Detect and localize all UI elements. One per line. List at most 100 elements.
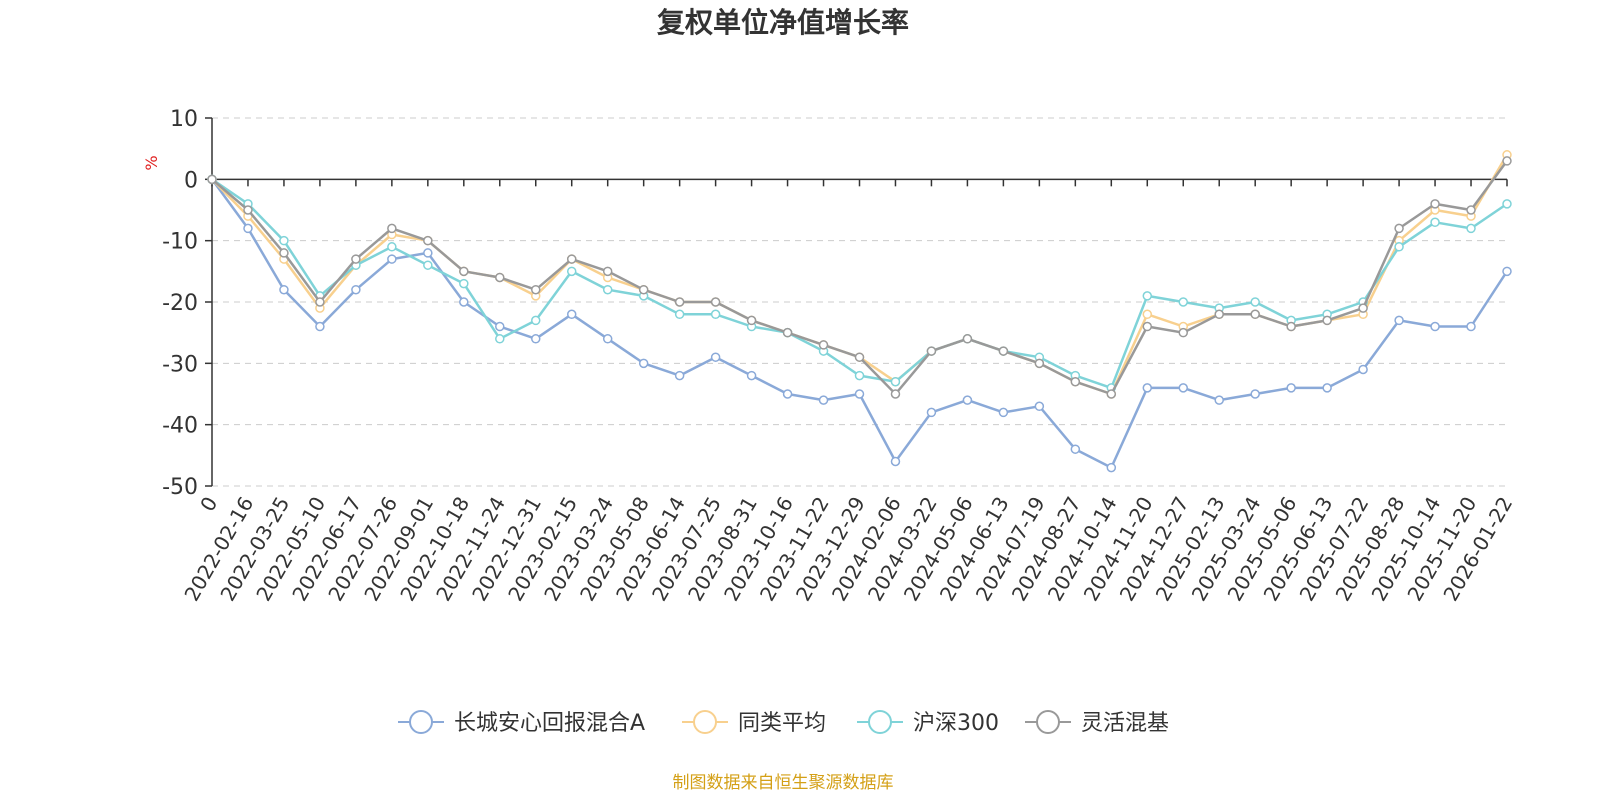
data-point [1034, 358, 1045, 369]
data-point [674, 370, 685, 381]
legend-item-3[interactable]: 灵活混基 [1025, 710, 1169, 736]
legend-label: 同类平均 [738, 711, 826, 736]
data-point [387, 254, 397, 264]
data-point [1070, 376, 1081, 387]
data-point [710, 352, 721, 362]
data-point [566, 266, 577, 277]
data-point [1214, 395, 1224, 405]
data-point [854, 370, 865, 381]
data-point [1502, 266, 1512, 277]
data-point [279, 248, 289, 258]
data-point [566, 254, 577, 264]
data-point [387, 223, 397, 234]
data-point [1214, 309, 1224, 320]
y-tick-label: -40 [162, 414, 198, 439]
data-point [638, 358, 649, 369]
data-point [1466, 321, 1476, 332]
legend-marker [409, 710, 433, 734]
data-point [1358, 364, 1368, 375]
data-point [1430, 217, 1440, 228]
legend-item-1[interactable]: 同类平均 [682, 710, 826, 736]
data-point [1358, 303, 1368, 313]
data-point [746, 315, 757, 326]
data-point [459, 278, 469, 289]
data-point [926, 346, 937, 356]
data-point [962, 334, 973, 344]
y-tick-label: -20 [162, 291, 198, 316]
data-point [782, 389, 793, 399]
data-point [1178, 327, 1188, 338]
data-point [962, 395, 973, 405]
data-point [495, 272, 505, 283]
chart-title: 复权单位净值增长率 [657, 6, 909, 39]
y-tick-label: -10 [162, 230, 198, 255]
data-point [495, 334, 505, 344]
y-tick-label: -50 [162, 475, 198, 500]
y-tick-label: 10 [170, 107, 198, 132]
data-point [890, 456, 901, 467]
source-note: 制图数据来自恒生聚源数据库 [673, 773, 894, 793]
data-point [1178, 297, 1188, 307]
data-point [1502, 156, 1512, 166]
y-axis-unit: % [142, 155, 161, 170]
data-point [423, 248, 433, 258]
grid-lines [212, 117, 1507, 487]
y-tick-label: 0 [184, 168, 198, 193]
data-point [998, 346, 1009, 356]
data-point [566, 309, 577, 320]
data-point [243, 223, 253, 234]
data-point [1286, 383, 1296, 393]
data-point [387, 242, 397, 252]
data-point [1106, 389, 1117, 399]
data-point [602, 284, 613, 295]
legend: 长城安心回报混合A 同类平均 沪深300 灵活混基 [398, 710, 1169, 736]
y-tick-label: -30 [162, 352, 198, 377]
data-point [279, 235, 289, 246]
data-point [746, 370, 757, 381]
data-point [1466, 205, 1476, 215]
legend-label: 沪深300 [913, 711, 999, 736]
data-point [1250, 297, 1260, 307]
data-point [818, 340, 829, 350]
data-point [638, 284, 649, 295]
data-point [818, 395, 829, 405]
data-point [1322, 383, 1332, 393]
data-point [1286, 321, 1296, 332]
legend-label: 灵活混基 [1081, 711, 1169, 736]
data-point [423, 260, 433, 270]
data-point [890, 376, 901, 387]
legend-item-2[interactable]: 沪深300 [857, 710, 999, 736]
data-point [531, 334, 541, 344]
data-point [207, 174, 217, 185]
data-point [674, 297, 685, 307]
data-point [1142, 383, 1153, 393]
data-point [1178, 383, 1188, 393]
x-tick-label: 0 [195, 493, 222, 516]
data-point [1142, 309, 1153, 320]
data-point [674, 309, 685, 320]
data-point [531, 315, 541, 326]
series-lines [207, 150, 1512, 473]
data-point [1430, 321, 1440, 332]
data-point [1070, 444, 1081, 454]
data-point [1106, 462, 1117, 473]
data-point [1250, 309, 1260, 320]
data-point [926, 407, 937, 418]
data-point [1322, 315, 1332, 326]
data-point [351, 284, 361, 295]
data-point [1034, 401, 1045, 412]
data-point [602, 266, 613, 277]
data-point [602, 334, 613, 344]
data-point [710, 297, 721, 307]
data-point [1250, 389, 1260, 399]
y-axis-ticks: 10 0 -10 -20 -30 -40 -50 [162, 107, 212, 500]
data-point [1142, 291, 1153, 301]
legend-item-0[interactable]: 长城安心回报混合A [398, 710, 645, 736]
data-point [531, 284, 541, 295]
legend-label: 长城安心回报混合A [454, 711, 645, 736]
data-point [1466, 223, 1476, 234]
data-point [459, 266, 469, 277]
data-point [423, 235, 433, 246]
data-point [998, 407, 1009, 418]
